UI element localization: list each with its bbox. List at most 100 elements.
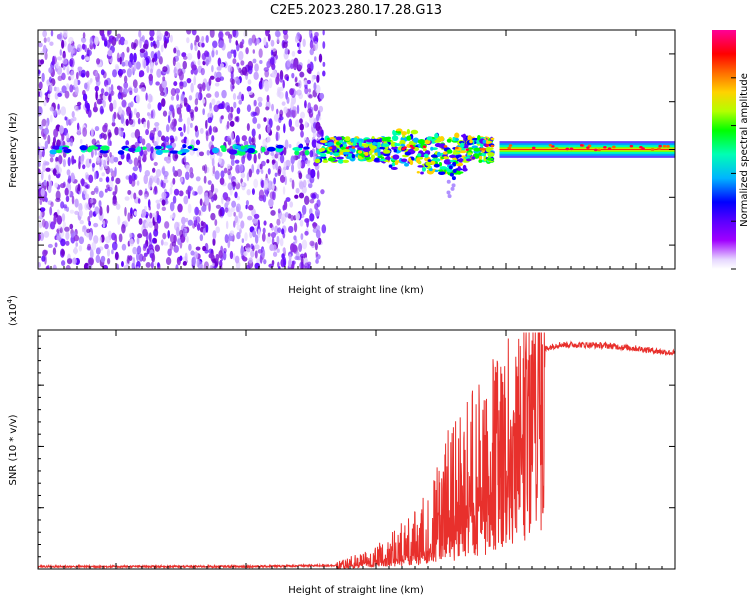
- noise-speckle: [299, 261, 304, 269]
- turbulent-blob: [439, 166, 448, 170]
- noise-speckle: [183, 195, 189, 205]
- noise-speckle: [281, 228, 285, 235]
- noise-speckle: [105, 176, 110, 183]
- noise-speckle: [127, 189, 132, 195]
- noise-speckle: [248, 37, 253, 46]
- snr-multiplier-close: ): [8, 295, 19, 299]
- noise-speckle: [271, 103, 274, 112]
- noise-speckle: [78, 104, 81, 110]
- noise-speckle: [271, 182, 275, 191]
- noise-speckle: [57, 108, 61, 115]
- noise-speckle: [269, 223, 273, 229]
- noise-speckle: [169, 104, 174, 112]
- turbulent-blob: [392, 154, 400, 160]
- noise-speckle: [86, 184, 91, 189]
- carrier-peak: [593, 148, 598, 152]
- noise-speckle: [100, 88, 105, 94]
- noise-speckle: [193, 67, 198, 75]
- noise-speckle: [164, 136, 170, 143]
- noise-speckle: [194, 98, 199, 106]
- carrier-blob: [169, 150, 180, 154]
- noise-speckle: [115, 65, 120, 72]
- turbulent-blob: [443, 159, 452, 165]
- turbulent-blob: [425, 161, 432, 166]
- noise-speckle: [298, 172, 303, 180]
- noise-speckle: [291, 50, 296, 57]
- noise-speckle: [313, 40, 319, 51]
- noise-speckle: [150, 261, 154, 269]
- noise-speckle: [126, 46, 130, 53]
- noise-speckle: [293, 222, 298, 233]
- noise-speckle: [256, 38, 260, 45]
- noise-speckle: [73, 104, 77, 110]
- turbulent-blob: [346, 156, 351, 159]
- noise-speckle: [309, 168, 316, 179]
- noise-speckle: [245, 47, 249, 55]
- noise-speckle: [96, 156, 101, 164]
- noise-speckle: [211, 50, 215, 58]
- noise-speckle: [270, 210, 276, 216]
- noise-speckle: [90, 190, 95, 196]
- noise-speckle: [314, 203, 319, 210]
- noise-speckle: [194, 125, 198, 132]
- noise-speckle: [257, 152, 261, 160]
- noise-speckle: [153, 186, 158, 192]
- noise-speckle: [49, 41, 54, 46]
- turbulent-blob: [442, 151, 448, 155]
- snr-ylabel: SNR (10 * v/v): [8, 414, 19, 485]
- noise-speckle: [258, 133, 262, 140]
- noise-speckle: [111, 241, 118, 251]
- noise-speckle: [124, 196, 130, 201]
- turbulent-blob: [361, 155, 365, 158]
- noise-speckle: [57, 56, 63, 61]
- noise-speckle: [284, 139, 289, 150]
- noise-speckle: [298, 79, 302, 89]
- noise-speckle: [184, 217, 189, 223]
- noise-speckle: [304, 230, 309, 236]
- noise-speckle: [155, 81, 160, 86]
- noise-speckle: [226, 163, 231, 170]
- turbulent-blob: [337, 158, 344, 164]
- noise-speckle: [211, 196, 215, 203]
- noise-speckle: [314, 31, 319, 38]
- noise-speckle: [257, 219, 261, 229]
- turbulent-blob: [466, 158, 472, 162]
- noise-speckle: [99, 133, 103, 140]
- noise-speckle: [299, 181, 304, 190]
- noise-speckle: [57, 92, 62, 98]
- noise-speckle: [186, 30, 192, 35]
- noise-speckle: [131, 262, 135, 269]
- noise-speckle: [41, 118, 47, 127]
- carrier-blob: [303, 146, 310, 150]
- noise-speckle: [93, 235, 99, 244]
- noise-speckle: [306, 67, 312, 74]
- noise-speckle: [114, 251, 119, 261]
- turbulent-blob: [393, 149, 397, 153]
- noise-speckle: [191, 256, 196, 266]
- colorbar: Normalized spectral amplitude: [712, 30, 750, 270]
- noise-speckle: [123, 75, 128, 84]
- turbulent-blob: [392, 129, 396, 136]
- noise-speckle: [251, 188, 255, 195]
- noise-speckle: [41, 72, 45, 83]
- noise-speckle: [220, 170, 225, 178]
- noise-speckle: [173, 81, 178, 87]
- noise-speckle: [299, 123, 304, 131]
- noise-speckle: [183, 97, 188, 106]
- noise-speckle: [65, 231, 70, 241]
- turbulent-blob: [471, 145, 479, 149]
- noise-speckle: [179, 131, 184, 137]
- noise-speckle: [212, 165, 216, 175]
- noise-speckle: [66, 258, 73, 265]
- noise-speckle: [196, 222, 201, 231]
- noise-speckle: [133, 210, 138, 216]
- noise-speckle: [102, 153, 108, 158]
- noise-speckle: [233, 220, 236, 228]
- noise-speckle: [320, 189, 325, 195]
- noise-speckle: [105, 236, 111, 244]
- noise-speckle: [219, 264, 223, 269]
- noise-speckle: [192, 190, 195, 196]
- noise-speckle: [315, 251, 319, 257]
- noise-speckle: [319, 92, 325, 100]
- noise-speckle: [119, 36, 126, 46]
